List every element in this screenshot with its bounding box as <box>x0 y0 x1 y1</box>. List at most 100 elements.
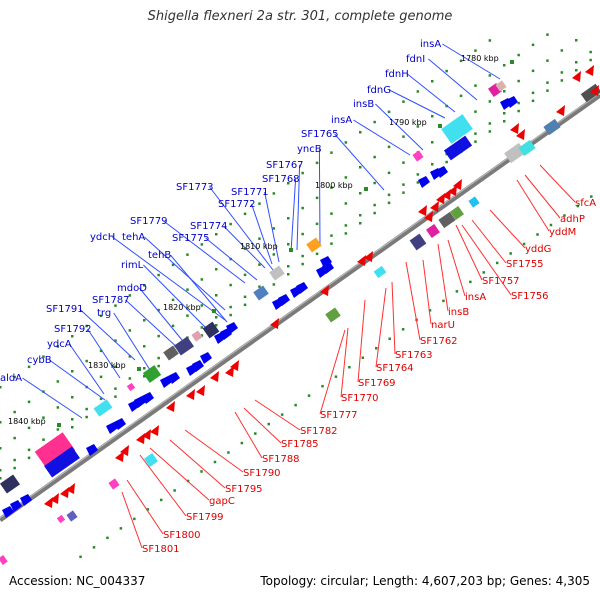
feature-block <box>441 114 473 144</box>
tick-dot <box>315 196 319 200</box>
feature-block <box>126 382 136 392</box>
tick-dot <box>243 273 247 277</box>
forward-gene-label: fdnI <box>406 54 425 65</box>
tick-dot <box>0 477 2 480</box>
tick-dot <box>474 49 477 52</box>
forward-leader-line <box>49 359 106 401</box>
reverse-gene-arrow <box>357 255 366 266</box>
reverse-gene-label: SF1801 <box>142 544 180 555</box>
tick-dot <box>143 345 146 348</box>
reverse-gene-arrow <box>418 205 427 216</box>
feature-block <box>373 265 387 279</box>
tick-dot <box>243 303 247 307</box>
tick-dot <box>431 115 434 118</box>
forward-leader-line <box>87 328 121 379</box>
tick-dot <box>287 243 290 246</box>
tick-dot <box>359 214 362 217</box>
forward-gene-label: aldA <box>0 373 22 384</box>
forward-leader-line <box>209 186 274 271</box>
tick-dot <box>560 49 564 52</box>
tick-dot <box>474 140 477 143</box>
tick-dot <box>388 337 391 341</box>
reverse-gene-arrow <box>210 371 219 382</box>
reverse-leader-line <box>524 174 561 219</box>
tick-mark <box>289 248 293 252</box>
ticks-layer: 1780 kbp 1790 kbp 1800 kbp 1810 kbp 1820 kbp… <box>8 54 514 427</box>
forward-gene-label: SF1768 <box>262 174 300 185</box>
reverse-leader-line <box>169 439 226 489</box>
tick-dot <box>416 125 420 128</box>
forward-gene-arrow <box>200 352 212 364</box>
feature-block <box>0 555 8 565</box>
tick-dot <box>186 288 189 291</box>
feature-block <box>66 510 78 522</box>
feature-block <box>56 514 66 524</box>
tick-dot <box>272 283 276 286</box>
forward-gene-label: SF1791 <box>46 304 84 315</box>
tick-dot <box>280 413 284 416</box>
reverse-leader-line <box>126 479 164 535</box>
tick-dot <box>495 261 499 265</box>
tick-dot <box>27 456 31 460</box>
tick-dot <box>258 237 261 240</box>
tick-dot <box>330 242 333 245</box>
tick-label: 1810 kbp <box>240 242 278 251</box>
tick-dot <box>229 222 232 226</box>
tick-dot <box>27 426 31 430</box>
tick-dot <box>79 555 82 559</box>
reverse-leader-line <box>319 329 346 415</box>
tick-dot <box>114 395 117 398</box>
forward-gene-label: SF1772 <box>218 199 256 210</box>
tick-dot <box>301 262 304 266</box>
tick-dot <box>258 263 261 266</box>
reverse-gene-arrow <box>556 105 565 116</box>
reverse-leader-line <box>184 429 244 473</box>
tick-dot <box>503 64 506 67</box>
tick-dot <box>387 201 391 205</box>
tick-dot <box>469 280 472 284</box>
genome-backbone <box>0 92 600 523</box>
reverse-leader-line <box>375 287 387 368</box>
tick-dot <box>445 69 448 73</box>
tick-dot <box>287 217 290 220</box>
tick-dot <box>143 319 146 322</box>
tick-dot <box>330 234 333 237</box>
tick-dot <box>589 50 592 54</box>
tick-dot <box>99 397 103 401</box>
tick-label: 1840 kbp <box>8 417 46 426</box>
tick-dot <box>474 132 477 135</box>
reverse-leader-line <box>357 299 366 383</box>
reverse-gene-label: SF1785 <box>281 439 319 450</box>
tick-dot <box>99 375 103 379</box>
tick-dot <box>128 377 132 380</box>
tick-dot <box>287 273 290 276</box>
tick-dot <box>563 214 566 217</box>
tick-dot <box>200 278 204 281</box>
tick-dot <box>416 181 420 184</box>
tick-dot <box>546 81 549 84</box>
forward-gene-label: tehA <box>122 232 145 243</box>
reverse-gene-arrow <box>453 179 462 190</box>
feature-block <box>325 307 341 323</box>
tick-dot <box>243 212 247 216</box>
tick-dot <box>173 489 176 492</box>
tick-label: 1800 kbp <box>315 181 353 190</box>
tick-mark <box>438 124 442 128</box>
tick-dot <box>344 176 348 179</box>
forward-leader-line <box>170 254 228 323</box>
tick-dot <box>455 290 459 293</box>
tick-dot <box>229 283 232 287</box>
forward-leader-line <box>296 164 301 251</box>
tick-dot <box>431 163 434 166</box>
tick-dot <box>258 202 261 205</box>
tick-dot <box>258 285 261 288</box>
forward-gene-arrow <box>114 418 126 430</box>
reverse-gene-arrow <box>166 401 175 412</box>
tick-dot <box>272 192 276 195</box>
tick-dot <box>546 33 549 36</box>
tick-dot <box>272 227 276 230</box>
tick-dot <box>128 294 132 297</box>
tick-dot <box>402 100 405 103</box>
tick-dot <box>348 365 351 369</box>
